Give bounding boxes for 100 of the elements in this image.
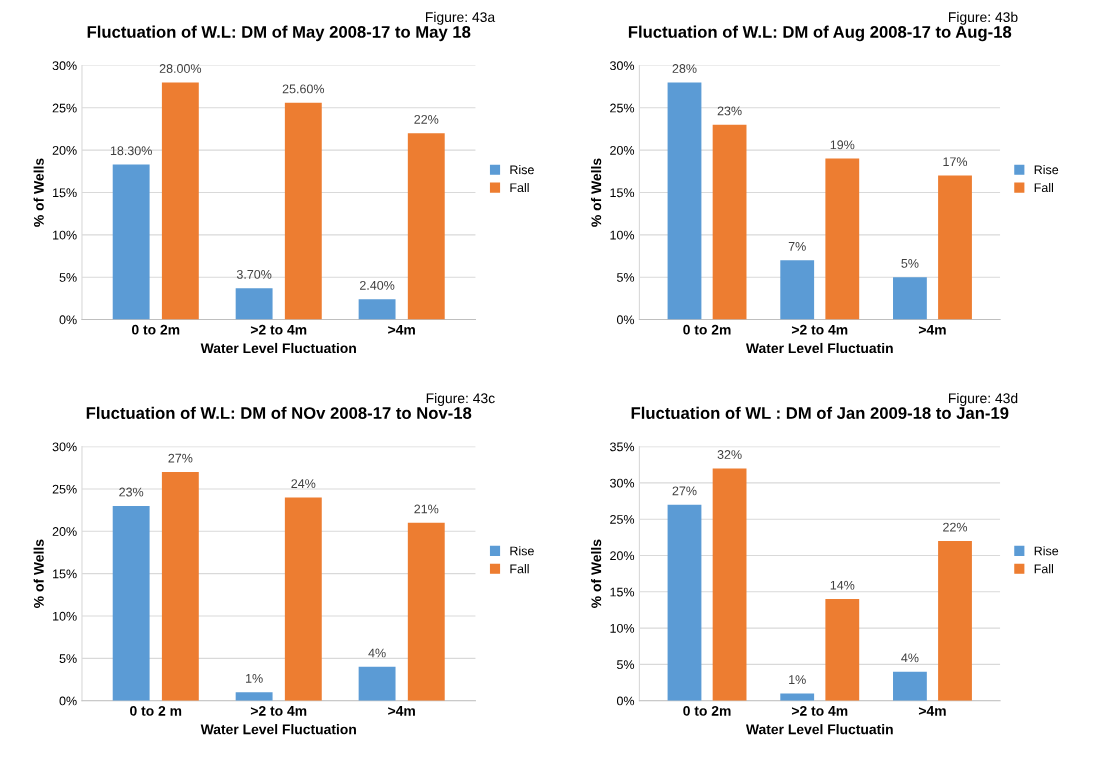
bar [112, 164, 150, 320]
y-tick-label: 30% [610, 61, 635, 71]
data-label: 28% [672, 64, 697, 73]
data-label: 27% [672, 486, 697, 496]
y-tick-label: 5% [59, 654, 77, 663]
y-tick-label: 20% [52, 527, 77, 536]
legend-label: Fall [1034, 182, 1054, 193]
x-tick-label: >4m [918, 324, 946, 335]
x-tick-label: >4m [388, 324, 415, 335]
text: Figure: 43a [426, 11, 496, 25]
bar [938, 175, 972, 320]
data-label: 24% [291, 479, 316, 488]
y-tick-label: 25% [610, 103, 635, 113]
x-tick-label: >2 to 4m [791, 705, 848, 716]
x-axis-title: Water Level Fluctuatin [745, 342, 893, 354]
legend-label: Rise [1034, 165, 1059, 175]
y-tick-label: 30% [52, 442, 77, 452]
bar [161, 82, 199, 320]
y-tick-label: 30% [610, 478, 635, 488]
y-tick-label: 25% [610, 515, 635, 524]
y-tick-label: 15% [53, 569, 77, 579]
text: Figure: 43d [949, 393, 1018, 406]
bar [893, 671, 927, 701]
data-label: 18.30% [110, 146, 152, 156]
legend-label: Rise [510, 165, 534, 175]
bar [235, 692, 273, 701]
data-label: 14% [830, 580, 855, 590]
bar [825, 158, 860, 320]
data-label: 22% [414, 114, 439, 124]
y-tick-label: 5% [616, 660, 635, 670]
data-label: 2.40% [359, 280, 395, 290]
y-tick-label: 0% [616, 696, 635, 706]
data-label: 7% [788, 242, 806, 251]
bar [712, 468, 747, 701]
x-axis-title: Water Level Fluctuation [200, 724, 356, 735]
text: Figure: 43c [426, 393, 495, 406]
bar [667, 82, 702, 320]
legend-label: Fall [510, 182, 529, 193]
bar [284, 497, 322, 701]
data-label: 4% [901, 653, 919, 663]
data-label: 22% [943, 522, 968, 532]
data-label: 4% [368, 648, 386, 658]
y-tick-label: 15% [610, 587, 635, 597]
bar [780, 693, 815, 701]
data-label: 3.70% [236, 269, 272, 279]
data-label: 17% [943, 157, 968, 167]
bar [893, 277, 927, 320]
legend-label: Rise [1034, 546, 1059, 556]
data-label: 21% [414, 504, 439, 514]
bar [161, 472, 199, 701]
y-tick-label: 30% [52, 61, 77, 71]
data-label: 32% [717, 450, 742, 459]
y-tick-label: 10% [610, 230, 635, 240]
bar [667, 504, 702, 701]
x-tick-label: 0 to 2m [683, 705, 731, 716]
x-tick-label: >2 to 4m [791, 324, 848, 335]
data-label: 23% [717, 106, 742, 116]
x-tick-label: 0 to 2m [683, 324, 731, 335]
x-tick-label: >2 to 4m [250, 705, 307, 716]
x-axis-title: Water Level Fluctuation [200, 342, 356, 354]
y-tick-label: 10% [53, 230, 77, 240]
y-axis-title: % of Wells [591, 539, 602, 608]
x-tick-label: 0 to 2 m [130, 705, 182, 716]
y-tick-label: 0% [59, 696, 77, 706]
y-tick-label: 5% [59, 273, 77, 282]
bar [284, 102, 322, 320]
y-tick-label: 5% [616, 273, 635, 282]
bar [407, 133, 445, 320]
y-tick-label: 20% [610, 551, 635, 561]
legend-label: Rise [510, 546, 534, 556]
y-tick-label: 15% [53, 188, 77, 198]
data-label: 1% [789, 675, 806, 684]
y-tick-label: 20% [52, 145, 77, 155]
y-axis-title: % of Wells [33, 539, 44, 608]
text: Figure: 43b [949, 11, 1018, 25]
data-label: 23% [119, 487, 144, 497]
y-tick-label: 15% [610, 188, 635, 198]
data-label: 28.00% [159, 64, 202, 73]
y-axis-title: % of Wells [591, 158, 602, 227]
y-tick-label: 10% [610, 623, 635, 633]
data-label: 5% [901, 258, 919, 268]
bar [780, 260, 815, 320]
legend-label: Fall [510, 564, 529, 574]
bar [407, 522, 445, 701]
y-tick-label: 35% [610, 442, 635, 452]
y-tick-label: 25% [52, 484, 77, 494]
legend-label: Fall [1034, 564, 1054, 574]
x-tick-label: >4m [918, 706, 946, 716]
chart-title: Fluctuation of W.L: DM of Aug 2008-17 to Aug-18 [628, 25, 1012, 42]
y-tick-label: 20% [610, 145, 635, 155]
chart-title: Fluctuation of W.L: DM of May 2008-17 to May 18 [87, 25, 471, 42]
y-tick-label: 0% [59, 315, 77, 325]
data-label: 19% [830, 140, 855, 150]
y-tick-label: 10% [53, 611, 77, 621]
x-tick-label: >4m [388, 706, 415, 716]
x-tick-label: >2 to 4m [250, 324, 307, 335]
bar [938, 540, 972, 701]
bar [358, 299, 396, 320]
x-axis-title: Water Level Fluctuatin [745, 724, 893, 735]
x-tick-label: 0 to 2m [131, 324, 180, 335]
